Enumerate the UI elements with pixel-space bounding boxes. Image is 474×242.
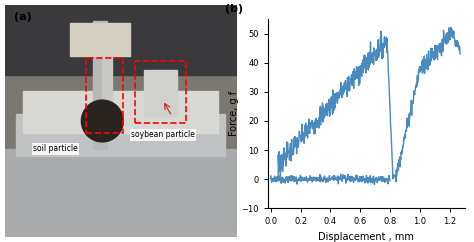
Y-axis label: Force, g f: Force, g f (228, 91, 238, 136)
Bar (144, 70, 177, 116)
Circle shape (82, 100, 123, 142)
Bar (93, 21, 107, 149)
Bar (5, 5, 237, 75)
Text: soybean particle: soybean particle (131, 130, 195, 139)
Bar (5, 149, 237, 237)
Text: soil particle: soil particle (34, 144, 78, 153)
Bar (102, 56, 111, 121)
Text: (b): (b) (225, 4, 243, 14)
Text: (a): (a) (14, 12, 32, 22)
Bar (70, 23, 130, 56)
Bar (23, 91, 219, 133)
Bar (16, 114, 226, 156)
X-axis label: Displacement , mm: Displacement , mm (318, 232, 414, 242)
